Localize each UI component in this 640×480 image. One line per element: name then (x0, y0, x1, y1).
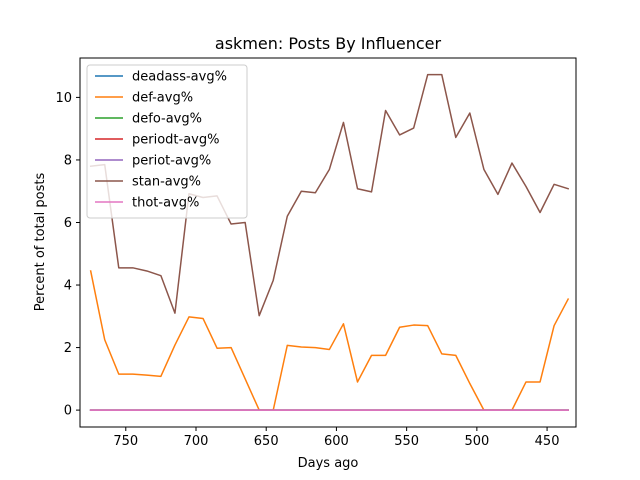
legend-label: deadass-avg% (132, 70, 227, 85)
y-tick-label: 0 (64, 404, 72, 419)
y-tick-label: 4 (64, 279, 72, 294)
x-tick-label: 450 (535, 434, 560, 449)
x-tick-label: 750 (113, 434, 138, 449)
x-tick-label: 600 (324, 434, 349, 449)
y-axis-label: Percent of total posts (33, 173, 48, 312)
axes-frame (79, 57, 577, 428)
legend-label: periot-avg% (132, 154, 211, 169)
y-tick-label: 6 (64, 216, 72, 231)
legend-box (86, 64, 248, 219)
legend-label: defo-avg% (132, 112, 202, 127)
y-tick-label: 10 (55, 91, 72, 106)
plot-area: 750 700 650 600 550 500 450 0 2 4 6 8 10 deadass-avg%… (55, 57, 577, 449)
legend-label: def-avg% (132, 91, 193, 106)
x-tick-label: 700 (184, 434, 209, 449)
y-tick-label: 2 (64, 341, 72, 356)
x-tick-label: 550 (394, 434, 419, 449)
legend-label: thot-avg% (132, 196, 199, 211)
chart-title: askmen: Posts By Influencer (215, 34, 442, 53)
x-tick-label: 650 (254, 434, 279, 449)
legend-label: periodt-avg% (132, 133, 219, 148)
series-line-stan-avg- (89, 73, 570, 317)
y-tick-label: 8 (64, 153, 72, 168)
legend-label: stan-avg% (132, 175, 201, 190)
x-tick-label: 500 (464, 434, 489, 449)
x-axis-label: Days ago (298, 456, 359, 471)
